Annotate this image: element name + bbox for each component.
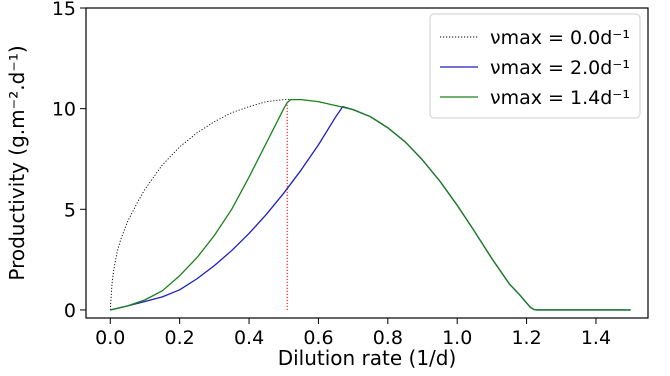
y-axis: 0 5 10 15 [52, 0, 86, 322]
x-tick-label: 1.2 [511, 327, 541, 349]
series-line-0 [109, 99, 291, 310]
x-axis: 0.0 0.2 0.4 0.6 0.8 1.0 1.2 1.4 [95, 318, 611, 349]
series-line-1 [110, 105, 631, 311]
legend-label: νmax = 2.0d⁻¹ [490, 57, 630, 79]
plot-frame [85, 7, 649, 319]
legend-label: νmax = 0.0d⁻¹ [490, 27, 630, 49]
x-tick-label: 1.4 [581, 327, 611, 349]
y-axis-label: Productivity (g.m⁻².d⁻¹) [5, 45, 29, 280]
legend: νmax = 0.0d⁻¹ νmax = 2.0d⁻¹ νmax = 1.4d⁻¹ [429, 13, 641, 119]
series-line-2 [110, 98, 631, 311]
x-tick-label: 0.4 [234, 327, 264, 349]
y-tick-label: 0 [64, 300, 76, 322]
x-tick-label: 0.0 [95, 327, 125, 349]
legend-label: νmax = 1.4d⁻¹ [490, 87, 630, 109]
x-tick-label: 0.2 [165, 327, 195, 349]
y-tick-label: 10 [52, 99, 76, 121]
x-tick-label: 0.6 [303, 327, 333, 349]
x-tick-label: 1.0 [442, 327, 472, 349]
x-tick-label: 0.8 [373, 327, 403, 349]
x-axis-label: Dilution rate (1/d) [278, 346, 457, 370]
y-tick-label: 5 [64, 199, 76, 221]
legend-box [429, 13, 641, 119]
plot-area [109, 98, 631, 311]
y-tick-label: 15 [52, 0, 76, 20]
